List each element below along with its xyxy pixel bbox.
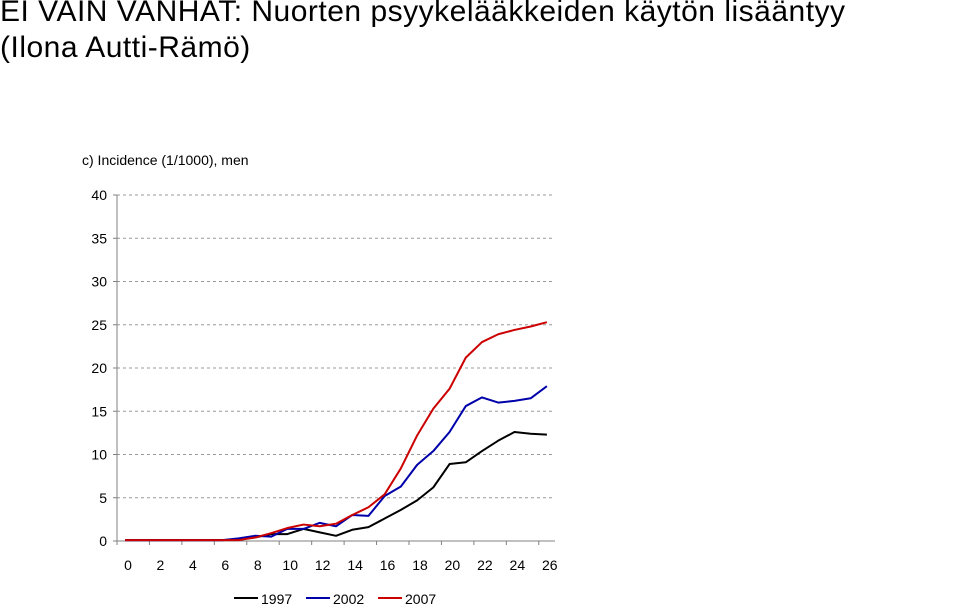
series-line-2007 — [125, 321, 548, 542]
chart-subtitle: c) Incidence (1/1000), men — [82, 152, 249, 168]
legend-label-2002: 2002 — [333, 591, 364, 605]
x-tick-label: 8 — [254, 557, 262, 573]
x-tick-label: 12 — [315, 557, 331, 573]
x-tick-label: 18 — [412, 557, 428, 573]
x-tick-label: 26 — [542, 557, 558, 573]
y-tick-label: 5 — [99, 490, 107, 506]
slide-title-line2: (Ilona Autti-Rämö) — [0, 31, 251, 64]
slide-title-line1: EI VAIN VANHAT: Nuorten psyykelääkkeiden… — [0, 0, 846, 28]
legend-label-2007: 2007 — [405, 591, 436, 605]
x-tick-label: 10 — [282, 557, 298, 573]
slide-title: EI VAIN VANHAT: Nuorten psyykelääkkeiden… — [0, 0, 846, 66]
x-tick-label: 14 — [347, 557, 363, 573]
y-tick-label: 35 — [91, 230, 107, 246]
y-tick-label: 25 — [91, 317, 107, 333]
y-tick-label: 20 — [91, 360, 107, 376]
x-tick-label: 2 — [157, 557, 165, 573]
y-tick-label: 40 — [91, 187, 107, 203]
x-tick-label: 20 — [445, 557, 461, 573]
series-line-2002 — [125, 385, 548, 542]
y-tick-label: 0 — [99, 533, 107, 549]
y-tick-label: 30 — [91, 274, 107, 290]
x-tick-label: 0 — [124, 557, 132, 573]
x-tick-label: 22 — [477, 557, 493, 573]
x-tick-label: 24 — [510, 557, 526, 573]
y-tick-label: 15 — [91, 403, 107, 419]
series-layer — [125, 321, 548, 542]
legend-label-1997: 1997 — [261, 591, 292, 605]
legend: 1997 2002 2007 — [234, 591, 436, 605]
grid-layer — [117, 194, 555, 499]
y-tick-label: 10 — [91, 447, 107, 463]
x-tick-label: 16 — [380, 557, 396, 573]
x-tick-label: 6 — [221, 557, 229, 573]
x-tick-label: 4 — [189, 557, 197, 573]
